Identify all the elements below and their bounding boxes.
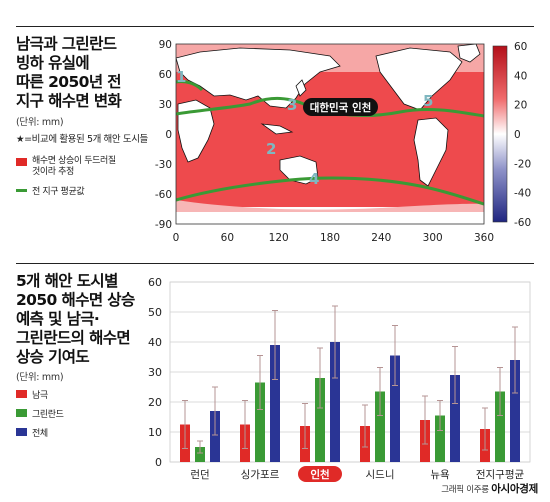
legend-swatch-red bbox=[16, 158, 27, 166]
map-y-tick: 60 bbox=[159, 69, 172, 81]
bar-greenland bbox=[435, 415, 445, 462]
bar-x-tick: 런던 bbox=[190, 469, 209, 481]
bar-greenland bbox=[375, 391, 385, 462]
map-y-tick: 90 bbox=[159, 39, 172, 51]
bottom-rule bbox=[16, 263, 534, 264]
bar-x-tick: 싱가포르 bbox=[241, 469, 280, 481]
city-marker-1: 1 bbox=[176, 68, 186, 86]
map-y-axis: 90 60 30 0 -30 -60 -90 bbox=[155, 39, 172, 231]
map-title: 남극과 그린란드 빙하 유실에 따른 2050년 전 지구 해수면 변화 bbox=[16, 35, 122, 110]
colorbar-axis: 60 40 20 0 -20 -40 -60 bbox=[514, 41, 531, 229]
colorbar-tick: 40 bbox=[514, 70, 527, 82]
map-y-tick: -30 bbox=[155, 159, 172, 171]
map-frame bbox=[175, 43, 485, 225]
bar-total bbox=[390, 355, 400, 462]
credit: 그래픽 이주룡 아시아경제 bbox=[441, 483, 538, 495]
city-marker-5: 5 bbox=[423, 92, 433, 110]
map-x-axis: 0 60 120 180 240 300 360 bbox=[173, 232, 494, 244]
colorbar-tick: -60 bbox=[514, 217, 531, 229]
map-y-tick: -90 bbox=[155, 219, 172, 231]
bar-y-axis: 60 50 40 30 20 10 0 bbox=[148, 276, 162, 469]
land-indonesia bbox=[260, 123, 294, 135]
incheon-callout-label: 대한민국 인천 bbox=[310, 101, 372, 114]
map-x-tick: 300 bbox=[423, 232, 443, 244]
map-x-tick: 180 bbox=[320, 232, 340, 244]
bar-x-tick: 시드니 bbox=[366, 469, 395, 481]
bar-legend-item-greenland: 그린란드 bbox=[16, 407, 64, 420]
bar-greenland bbox=[195, 447, 205, 462]
bar-x-tick: 뉴욕 bbox=[430, 469, 450, 481]
land-africa bbox=[177, 99, 215, 163]
bar-total bbox=[450, 375, 460, 462]
bar-x-tick: 전지구평균 bbox=[476, 469, 525, 481]
bar-chart: 60 50 40 30 20 10 0 런던 싱가포르 인천 시드니 뉴욕 전지구평균 bbox=[148, 276, 531, 482]
map-x-tick: 0 bbox=[173, 232, 180, 244]
highlight-pill bbox=[298, 466, 342, 482]
bar-greenland bbox=[315, 378, 325, 462]
bar-greenland bbox=[495, 391, 505, 462]
bar-greenland bbox=[255, 382, 265, 462]
bar-total bbox=[330, 342, 340, 462]
bar-y-tick: 10 bbox=[148, 426, 162, 439]
land-antarctica bbox=[176, 214, 484, 224]
legend-swatch-red bbox=[16, 390, 27, 398]
bar-legend-item-total: 전체 bbox=[16, 426, 64, 439]
bar-total bbox=[510, 360, 520, 462]
bar-title: 5개 해안 도시별 2050 해수면 상승 예측 및 남극· 그린란드의 해수면 상… bbox=[16, 272, 135, 366]
map-legend: 해수면 상승이 두드러질 것이라 추정 전 지구 평균값 bbox=[16, 156, 146, 203]
bar-marks bbox=[180, 305, 520, 462]
map-y-tick: -60 bbox=[155, 189, 172, 201]
colorbar-tick: 60 bbox=[514, 41, 527, 53]
legend-swatch-green-line bbox=[16, 189, 27, 192]
bar-y-tick: 60 bbox=[148, 276, 162, 289]
land-south-america bbox=[413, 117, 449, 187]
colorbar-tick: -40 bbox=[514, 188, 531, 200]
colorbar bbox=[492, 45, 508, 223]
colorbar-tick: 20 bbox=[514, 100, 527, 112]
top-rule bbox=[16, 26, 534, 27]
map-star-note: ★=비교에 활용된 5개 해안 도시들 bbox=[16, 134, 148, 145]
map-y-tick: 30 bbox=[159, 99, 172, 111]
city-marker-2: 2 bbox=[266, 140, 276, 158]
bar-x-axis: 런던 싱가포르 인천 시드니 뉴욕 전지구평균 bbox=[190, 466, 524, 482]
colorbar-tick: -20 bbox=[514, 158, 531, 170]
bar-y-tick: 30 bbox=[148, 366, 162, 379]
map-x-tick: 60 bbox=[221, 232, 234, 244]
land-north-america bbox=[375, 47, 463, 111]
city-marker-4: 4 bbox=[309, 170, 319, 188]
bar-y-tick: 20 bbox=[148, 396, 162, 409]
bar-y-tick: 0 bbox=[155, 456, 162, 469]
continents bbox=[176, 44, 484, 224]
bar-total bbox=[270, 345, 280, 462]
map-x-tick: 360 bbox=[474, 232, 494, 244]
land-japan bbox=[295, 79, 307, 97]
map-x-tick: 240 bbox=[371, 232, 391, 244]
map-field bbox=[176, 44, 484, 224]
legend-swatch-green bbox=[16, 409, 27, 417]
city-marker-3: 3 bbox=[287, 96, 297, 114]
bar-gridlines bbox=[169, 281, 531, 463]
incheon-callout: 대한민국 인천 bbox=[303, 98, 378, 116]
sea-level-map: 1 2 3 4 5 대한민국 인천 0 60 120 180 240 300 360 906… bbox=[155, 39, 531, 244]
map-legend-item-global: 전 지구 평균값 bbox=[16, 184, 146, 197]
legend-swatch-blue bbox=[16, 428, 27, 436]
map-unit: (단위: mm) bbox=[16, 117, 64, 128]
bar-legend: 남극 그린란드 전체 bbox=[16, 388, 64, 445]
colorbar-tick: 0 bbox=[514, 129, 521, 141]
map-x-tick: 120 bbox=[269, 232, 289, 244]
bar-x-tick: 인천 bbox=[310, 468, 329, 481]
city-markers: 1 2 3 4 5 bbox=[176, 68, 433, 188]
land-australia bbox=[279, 155, 319, 185]
bar-total bbox=[210, 411, 220, 462]
map-legend-item-rise: 해수면 상승이 두드러질 것이라 추정 bbox=[16, 156, 146, 178]
bar-y-tick: 50 bbox=[148, 306, 162, 319]
bar-y-tick: 40 bbox=[148, 336, 162, 349]
bar-legend-item-antarctica: 남극 bbox=[16, 388, 64, 401]
map-y-tick: 0 bbox=[165, 129, 172, 141]
bar-unit: (단위: mm) bbox=[16, 372, 64, 383]
